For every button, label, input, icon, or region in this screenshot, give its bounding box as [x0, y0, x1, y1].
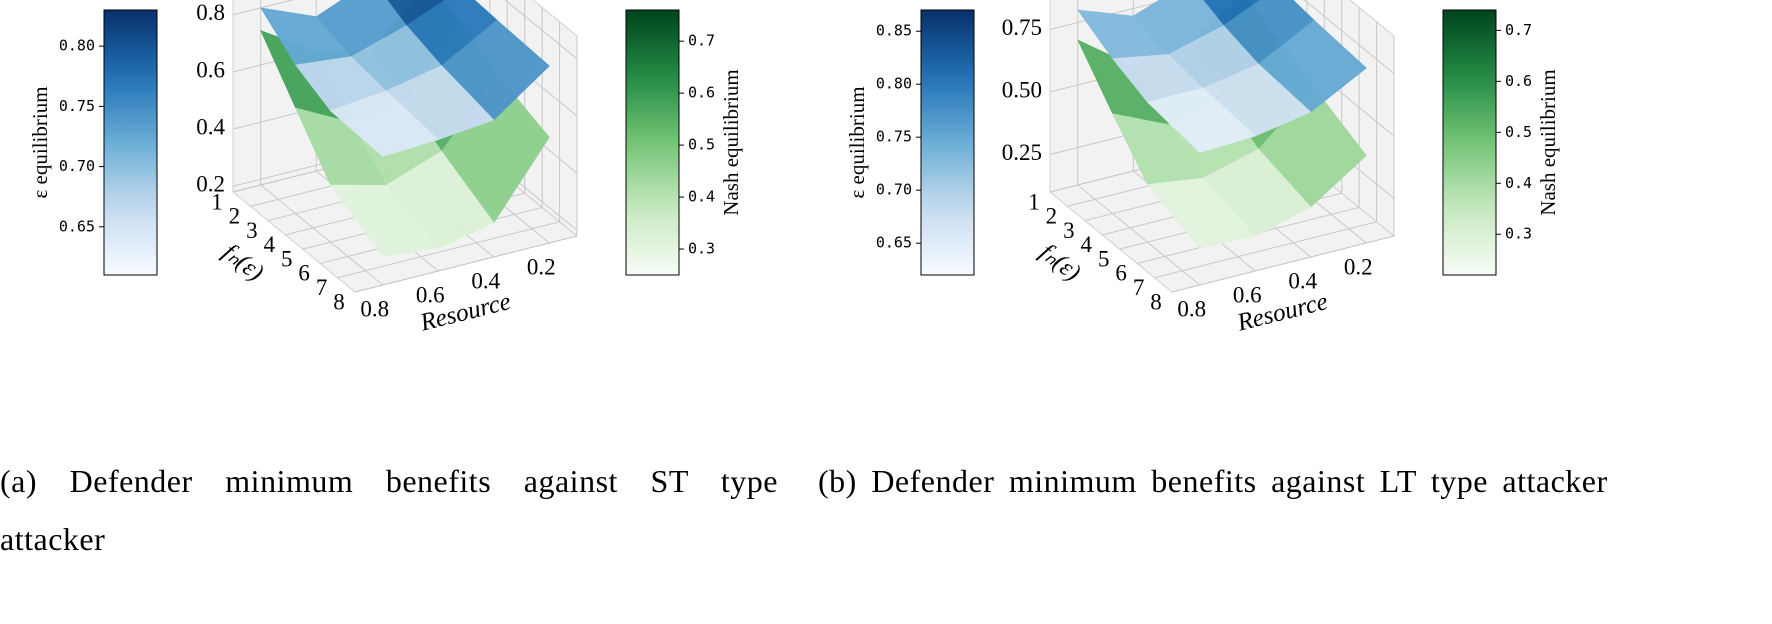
colorbar-tick-label: 0.85 — [876, 22, 912, 40]
y-tick-label: 8 — [1150, 289, 1162, 314]
y-tick-label: 6 — [1115, 261, 1127, 286]
surface-patch — [1146, 177, 1256, 248]
colorbar-title: Nash equilibrium — [719, 69, 743, 215]
colorbar-tick-label: 0.75 — [59, 97, 95, 115]
grid-line — [1303, 0, 1395, 74]
colorbar-tick-label: 0.3 — [1505, 225, 1532, 243]
colorbar-tick-label: 0.5 — [688, 136, 715, 154]
x-tick-label: 0.2 — [527, 254, 556, 279]
x-tick-label: 0.4 — [471, 268, 500, 293]
colorbar-tick-label: 0.70 — [876, 181, 912, 199]
y-tick-label: 1 — [211, 189, 223, 214]
colorbar-title: ε equilibrium — [845, 86, 869, 198]
colorbar-tick-label: 0.80 — [59, 37, 95, 55]
colorbar-tick-label: 0.70 — [59, 157, 95, 175]
z-tick-label: 0.2 — [196, 172, 225, 197]
colorbar-tick-label: 0.6 — [1505, 72, 1532, 90]
y-tick-label: 5 — [281, 246, 293, 271]
y-tick-label: 8 — [333, 289, 345, 314]
y-tick-label: 5 — [1098, 246, 1110, 271]
y-tick-label: 2 — [229, 204, 241, 229]
y-tick-label: 7 — [1133, 275, 1145, 300]
z-tick-label: 0.6 — [196, 57, 225, 82]
colorbar-tick-label: 0.6 — [688, 84, 715, 102]
colorbar — [1442, 9, 1497, 276]
surface-patch — [329, 90, 439, 157]
colorbar-tick-label: 0.65 — [59, 217, 95, 235]
grid-line — [1154, 221, 1377, 279]
colorbar-tick-label: 0.5 — [1505, 123, 1532, 141]
colorbar-tick-label: 0.65 — [876, 234, 912, 252]
colorbar-tick-label: 0.75 — [876, 128, 912, 146]
y-tick-label: 1 — [1028, 189, 1040, 214]
colorbar-tick-label: 0.4 — [1505, 174, 1532, 192]
x-tick-label: 0.8 — [360, 296, 389, 321]
y-axis-title: fₙ(ε) — [1035, 239, 1086, 287]
z-tick-label: 0.25 — [1002, 140, 1042, 165]
y-tick-label: 6 — [298, 261, 310, 286]
caption: (b) Defender minimum benefits against LT… — [818, 463, 1608, 499]
y-tick-label: 7 — [316, 275, 328, 300]
colorbar-title: Nash equilibrium — [1536, 69, 1560, 215]
y-tick-label: 3 — [246, 218, 258, 243]
colorbar-tick-label: 0.3 — [688, 240, 715, 258]
x-tick-label: 0.6 — [416, 282, 445, 307]
colorbar — [920, 9, 975, 276]
y-tick-label: 3 — [1063, 218, 1075, 243]
y-tick-label: 4 — [1081, 232, 1093, 257]
x-tick-label: 0.4 — [1288, 268, 1317, 293]
y-tick-label: 4 — [264, 232, 276, 257]
z-tick-label: 0.8 — [196, 0, 225, 25]
y-axis-title: fₙ(ε) — [218, 239, 269, 287]
colorbar-tick-label: 0.4 — [688, 188, 715, 206]
colorbar-tick-label: 0.7 — [1505, 21, 1532, 39]
grid-line — [1077, 184, 1201, 286]
grid-line — [354, 235, 578, 293]
grid-line — [260, 184, 384, 286]
grid-line — [1171, 235, 1395, 293]
z-tick-label: 0.4 — [196, 114, 225, 139]
z-tick-label: 0.50 — [1002, 77, 1042, 102]
z-tick-label: 0.75 — [1002, 15, 1042, 40]
colorbar-tick-label: 0.80 — [876, 75, 912, 93]
grid-line — [504, 0, 578, 60]
colorbar — [103, 9, 158, 276]
grid-line — [337, 221, 560, 279]
colorbar — [625, 9, 680, 276]
caption: (a) Defender minimum benefits against ST… — [0, 463, 778, 557]
y-tick-label: 2 — [1046, 204, 1058, 229]
x-tick-label: 0.8 — [1177, 296, 1206, 321]
colorbar-title: ε equilibrium — [28, 86, 52, 198]
surface-patch — [329, 184, 439, 257]
x-tick-label: 0.2 — [1344, 254, 1373, 279]
x-tick-label: 0.6 — [1233, 282, 1262, 307]
colorbar-tick-label: 0.7 — [688, 32, 715, 50]
grid-line — [232, 0, 294, 16]
surface-patch — [1146, 87, 1256, 153]
